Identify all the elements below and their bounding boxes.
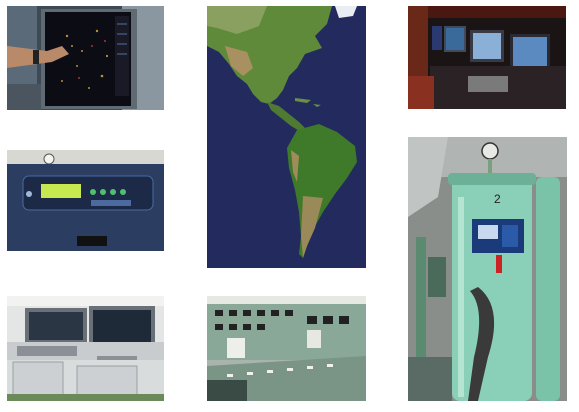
photo-bridge-console	[7, 296, 164, 401]
photo-bridge-monitors	[408, 6, 566, 109]
photo-water-treatment-tanks: 2	[408, 137, 567, 401]
photo-americas-map	[207, 6, 366, 268]
photo-radar-display	[7, 6, 164, 110]
photo-blue-control-panel	[7, 150, 164, 251]
photo-engine-control-room	[207, 296, 366, 401]
svg-text:2: 2	[494, 192, 501, 206]
